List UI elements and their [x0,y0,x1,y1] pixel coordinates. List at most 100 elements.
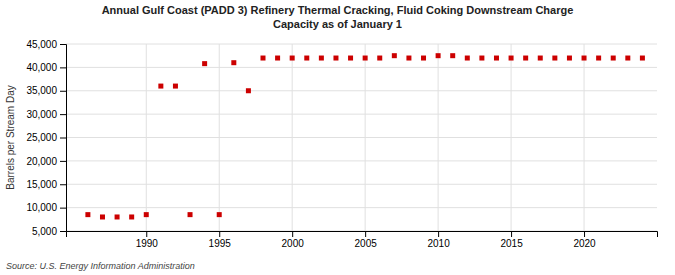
y-tick-label: 30,000 [26,109,57,120]
x-axis-line [67,232,658,238]
grid-line-y [66,184,657,185]
grid-line-y [66,160,657,161]
point [377,56,382,61]
point [129,214,134,219]
y-tick-label: 45,000 [26,39,57,50]
y-tick-label: 20,000 [26,156,57,167]
point [246,88,251,93]
grid-line-x [438,44,439,231]
y-tick: 30,000 [26,109,66,120]
chart: 1990 1995 2000 2005 2010 2015 2020 5,000 10,000 1… [0,0,675,275]
x-tick-label: 1995 [209,238,232,249]
y-tick: 20,000 [26,156,66,167]
y-tick-mark [60,138,66,139]
point [231,60,236,65]
y-tick: 25,000 [26,132,66,143]
title: Annual Gulf Coast (PADD 3) Refinery Ther… [102,4,574,30]
point [217,212,222,217]
point [261,56,266,61]
x-tick-label: 2015 [500,238,523,249]
point [406,56,411,61]
point [582,56,587,61]
grid-line-y [66,67,657,68]
y-tick: 10,000 [26,202,66,213]
point [348,56,353,61]
points [85,53,645,219]
point [465,56,470,61]
x-tick-mark [365,231,366,237]
y-tick: 40,000 [26,62,66,73]
grid-line-y [66,90,657,91]
title-line: Annual Gulf Coast (PADD 3) Refinery Ther… [102,4,574,16]
grid-line-y [66,44,657,45]
y-tick: 35,000 [26,85,66,96]
y-tick-label: 5,000 [32,226,57,237]
x-tick-mark [511,231,512,237]
y-tick-mark [60,161,66,162]
y-axis: 5,000 10,000 15,000 20,000 25,000 30,000 35,00… [26,39,66,237]
x-tick: 1995 [209,231,232,249]
point [596,56,601,61]
point [363,56,368,61]
grid-line-x [511,44,512,231]
y-tick-label: 25,000 [26,132,57,143]
point [552,56,557,61]
grid-line-y [66,137,657,138]
x-tick: 1990 [136,231,159,249]
point [100,214,105,219]
point [319,56,324,61]
point [494,56,499,61]
x-tick: 2010 [427,231,450,249]
y-tick-mark [60,91,66,92]
y-tick: 15,000 [26,179,66,190]
x-axis: 1990 1995 2000 2005 2010 2015 2020 [67,231,658,249]
grid-line-y [66,207,657,208]
point [611,56,616,61]
point [523,56,528,61]
x-tick: 2015 [500,231,523,249]
x-tick-mark [584,231,585,237]
point [436,53,441,58]
point [304,56,309,61]
grid-line-x [292,44,293,231]
x-tick: 2020 [573,231,596,249]
y-tick-mark [60,184,66,185]
x-tick-label: 2000 [282,238,305,249]
x-tick: 2005 [355,231,378,249]
point [640,56,645,61]
y-tick-mark [60,231,66,232]
y-tick-label: 35,000 [26,85,57,96]
grid-line-x [146,44,147,231]
point [115,214,120,219]
x-tick-label: 2010 [427,238,450,249]
y-tick-mark [60,208,66,209]
source: Source: U.S. Energy Information Administ… [6,261,195,271]
point [275,56,280,61]
grid-line-x [219,44,220,231]
grid-line-y [66,114,657,115]
point [450,53,455,58]
point [290,56,295,61]
point [421,56,426,61]
grid-line-x [365,44,366,231]
point [333,56,338,61]
point [625,56,630,61]
title-line: Capacity as of January 1 [273,18,402,30]
point [479,56,484,61]
x-tick: 2000 [282,231,305,249]
x-tick-mark [292,231,293,237]
y-tick: 5,000 [32,226,66,237]
point [202,61,207,66]
y-axis-line [60,45,67,232]
y-tick-mark [60,114,66,115]
y-tick: 45,000 [26,39,66,50]
x-tick-mark [146,231,147,237]
y-tick-mark [60,44,66,45]
plot: 1990 1995 2000 2005 2010 2015 2020 5,000 10,000 1… [26,39,657,249]
point [538,56,543,61]
grid-line-x [584,44,585,231]
x-tick-label: 2005 [355,238,378,249]
y-tick-label: 15,000 [26,179,57,190]
point [158,84,163,89]
x-tick-mark [219,231,220,237]
